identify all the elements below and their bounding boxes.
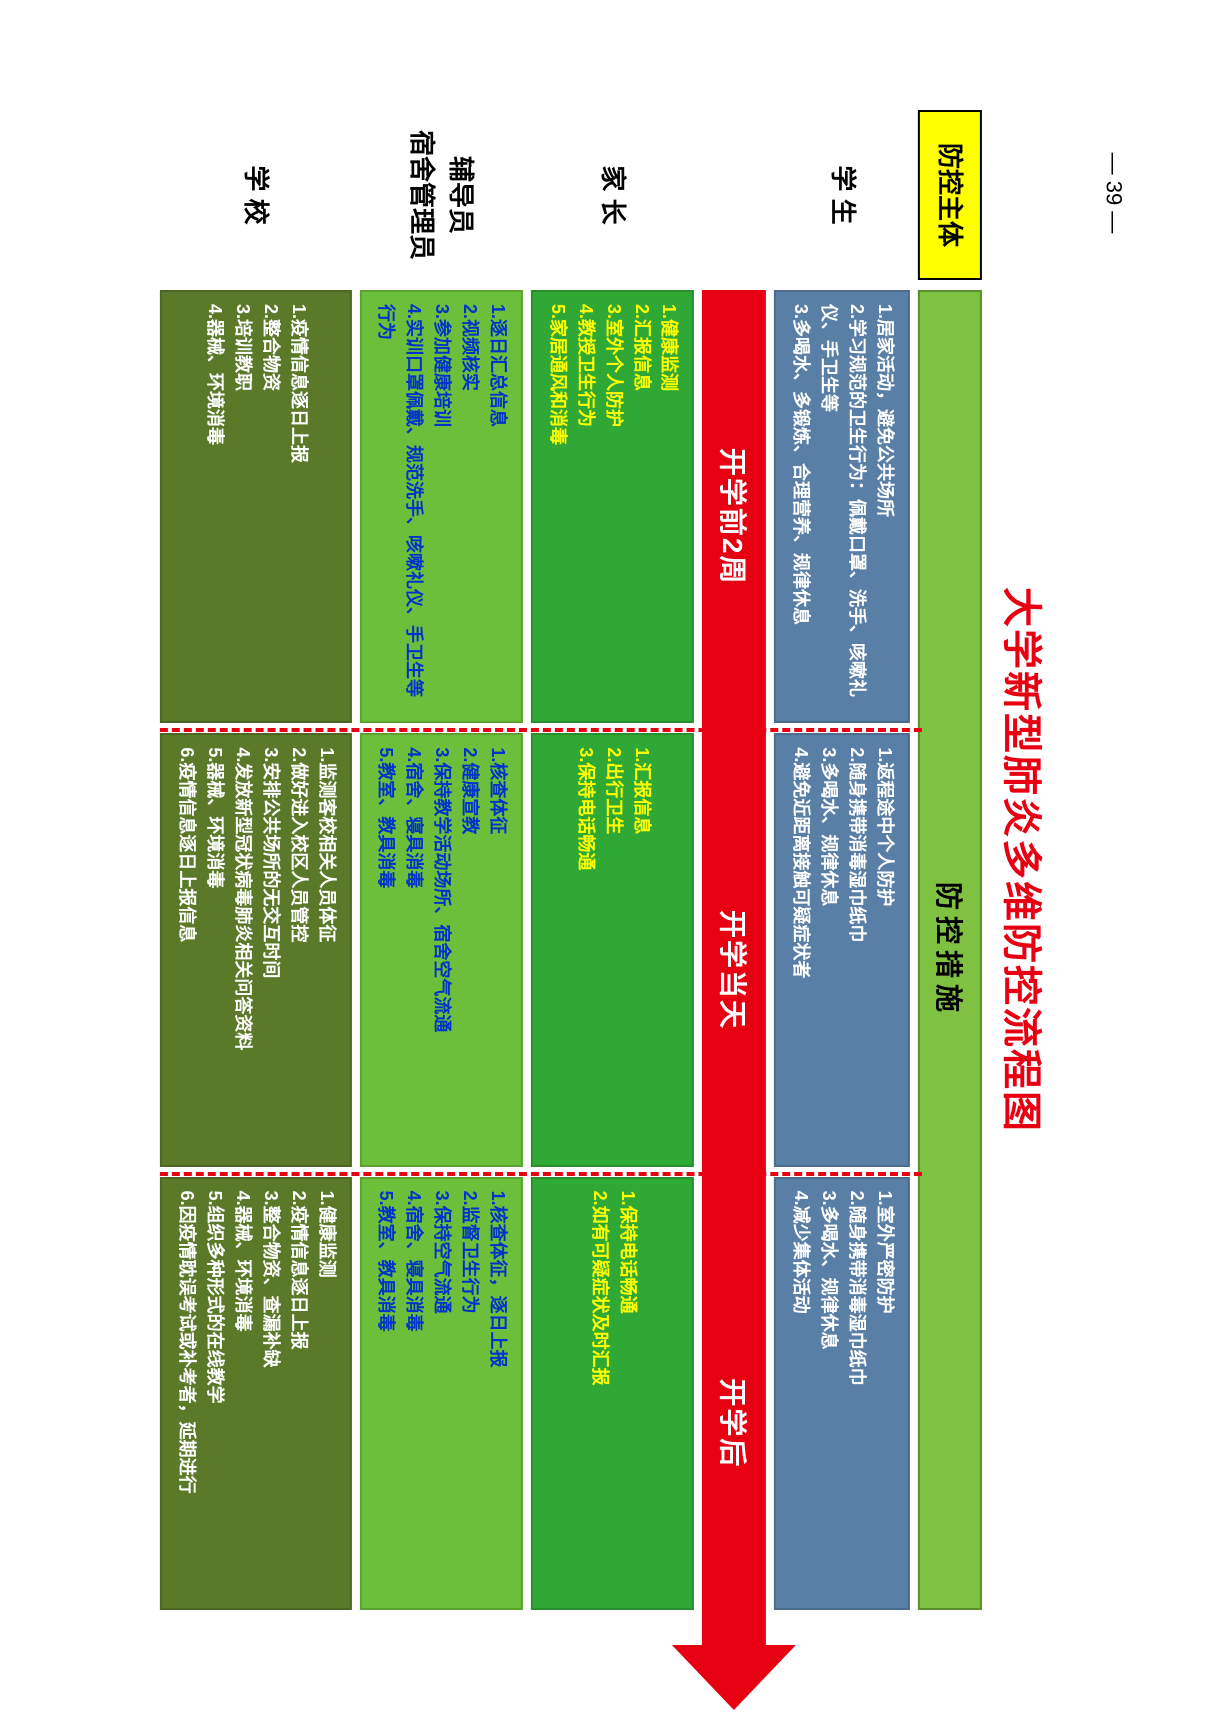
row-label-parent: 家 长 [531,110,694,280]
arrow-head-icon [672,1645,796,1710]
flowchart-diagram: 大学新型肺炎多维防控流程图 防控主体 防控措施 学 生 1.居家活动，避免公共场… [160,110,1054,1610]
phase-arrow-bar: 开学前2周 开学当天 开学后 [702,290,766,1610]
cell-counselor-after: 1.核查体征，逐日上报2.监督卫生行为3.保持空气流通4.宿舍、寝具消毒5.教室… [359,1177,522,1610]
diagram-title: 大学新型肺炎多维防控流程图 [996,110,1054,1610]
cell-parent-day: 1.汇报信息2.出行卫生3.保持电话畅通 [531,733,694,1166]
phase-divider-1 [160,728,922,732]
phase-divider-2 [160,1172,922,1176]
cell-counselor-day: 1.核查体征2.健康宣教3.保持教学活动场所、宿舍空气流通4.宿舍、寝具消毒5.… [359,733,522,1166]
header-subject: 防控主体 [918,110,982,280]
phase-day-label: 开学当天 [714,743,754,1196]
empty-cell [702,110,766,280]
header-measures: 防控措施 [918,290,982,1610]
cell-student-before: 1.居家活动，避免公共场所2.学习规范的卫生行为：佩戴口罩、洗手、咳嗽礼仪、手卫… [774,290,910,723]
cell-student-after: 1.室外严密防护2.随身携带消毒湿巾纸巾3.多喝水、规律休息4.减少集体活动 [774,1177,910,1610]
cell-school-day: 1.监测客校相关人员体征2.做好进入校区人员管控3.安排公共场所的无交互时间4.… [160,733,351,1166]
cell-school-after: 1.健康监测2.疫情信息逐日上报3.整合物资、查漏补缺4.器械、环境消毒5.组织… [160,1177,351,1610]
cell-school-before: 1.疫情信息逐日上报2.整合物资3.培训教职4.器械、环境消毒 [160,290,351,723]
cell-parent-after: 1.保持电话畅通2.如有可疑症状及时汇报 [531,1177,694,1610]
row-label-counselor: 辅导员宿舍管理员 [359,110,522,280]
row-label-student: 学 生 [774,110,910,280]
diagram-grid: 防控主体 防控措施 学 生 1.居家活动，避免公共场所2.学习规范的卫生行为：佩… [160,110,982,1610]
cell-parent-before: 1.健康监测2.汇报信息3.室外个人防护4.教授卫生行为5.家居通风和消毒 [531,290,694,723]
phase-after-label: 开学后 [714,1197,754,1650]
page-number: — 39 — [1101,153,1127,234]
cell-counselor-before: 1.逐日汇总信息2.视频核实3.参加健康培训4.实训口罩佩戴、规范洗手、咳嗽礼仪… [359,290,522,723]
phase-before-label: 开学前2周 [714,290,754,743]
row-label-school: 学 校 [160,110,351,280]
cell-student-day: 1.返程途中个人防护2.随身携带消毒湿巾纸巾3.多喝水、规律休息4.避免近距离接… [774,733,910,1166]
